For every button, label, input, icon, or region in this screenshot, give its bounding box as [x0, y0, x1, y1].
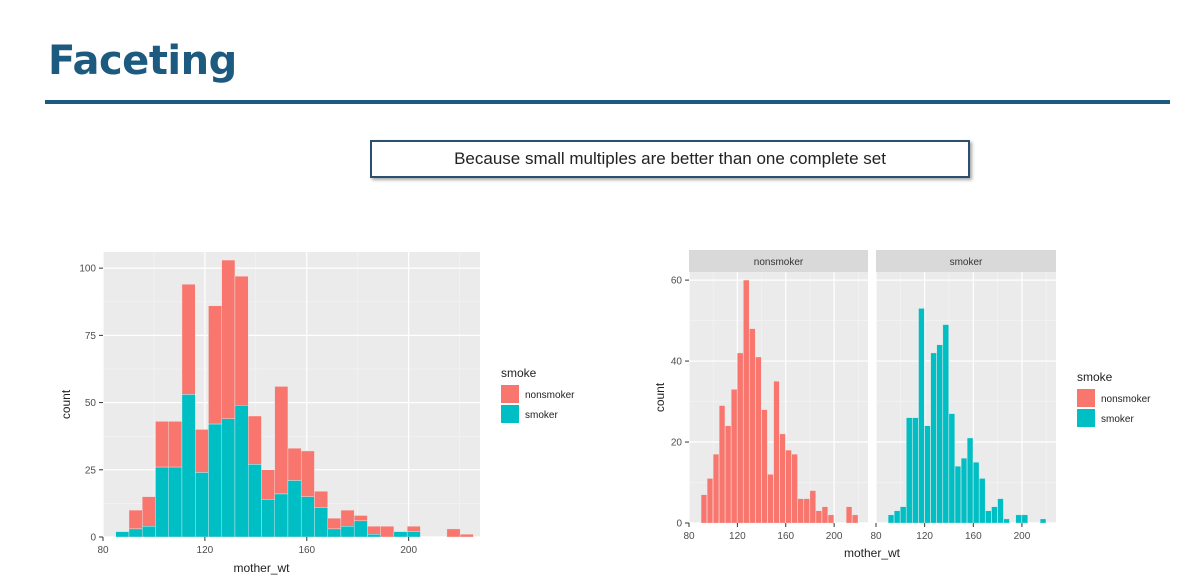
legend-label-nonsmoker: nonsmoker [1101, 394, 1151, 405]
y-axis-title: count [653, 382, 667, 412]
y-tick-label: 40 [671, 357, 683, 368]
bar-nonsmoker [731, 389, 738, 524]
y-tick-label: 0 [676, 519, 682, 530]
bar-smoker [1021, 514, 1028, 524]
bar-nonsmoker [767, 474, 774, 524]
bar-nonsmoker [743, 279, 750, 524]
legend-label-smoker: smoker [525, 410, 558, 421]
x-tick-label: 120 [729, 531, 746, 542]
legend-title: smoke [1077, 370, 1113, 384]
facet-strip-nonsmoker [689, 250, 868, 272]
x-tick-label: 200 [400, 545, 417, 556]
bar-smoker [888, 514, 895, 524]
y-tick-label: 50 [85, 398, 97, 409]
bar-nonsmoker [791, 454, 798, 524]
bar-nonsmoker [773, 381, 780, 524]
bar-nonsmoker [852, 514, 859, 524]
x-tick-label: 120 [197, 545, 214, 556]
slide-title: Faceting [48, 38, 237, 84]
bar-nonsmoker [737, 352, 744, 524]
bar-nonsmoker [706, 478, 713, 524]
x-tick-label: 80 [683, 531, 695, 542]
bar-nonsmoker [713, 454, 720, 524]
facet-strip-label: nonsmoker [754, 257, 804, 268]
legend-label-nonsmoker: nonsmoker [525, 390, 575, 401]
bar-smoker [918, 308, 925, 524]
x-tick-label: 160 [777, 531, 794, 542]
bar-nonsmoker [846, 506, 853, 524]
bar-smoker [1040, 518, 1047, 524]
callout-box: Because small multiples are better than … [370, 140, 970, 178]
bar-nonsmoker [779, 433, 786, 524]
bar-smoker [900, 506, 907, 524]
bar-smoker [942, 324, 949, 524]
bar-smoker [979, 478, 986, 524]
y-tick-label: 20 [671, 438, 683, 449]
x-axis-title: mother_wt [844, 546, 901, 560]
bar-nonsmoker [785, 449, 792, 524]
bar-smoker [912, 417, 919, 524]
x-tick-label: 160 [298, 545, 315, 556]
y-tick-label: 60 [671, 276, 683, 287]
legend-key-nonsmoker [1077, 389, 1095, 407]
bar-smoker [924, 425, 931, 524]
bar-smoker [948, 413, 955, 524]
bar-smoker [936, 344, 943, 524]
bar-smoker [1015, 514, 1022, 524]
bar-smoker [997, 498, 1004, 524]
x-tick-label: 80 [870, 531, 882, 542]
bar-smoker [930, 352, 937, 524]
x-tick-label: 120 [916, 531, 933, 542]
bar-nonsmoker [700, 494, 707, 524]
bar-smoker [985, 510, 992, 524]
bar-nonsmoker [719, 405, 726, 524]
bar-smoker [954, 466, 961, 524]
bar-nonsmoker [809, 490, 816, 524]
y-tick-label: 25 [85, 465, 97, 476]
legend-key-smoker [501, 405, 519, 423]
y-tick-label: 100 [79, 264, 96, 275]
bar-nonsmoker [815, 510, 822, 524]
facet-strip-smoker [876, 250, 1056, 272]
bar-smoker [973, 462, 980, 524]
bar-nonsmoker [749, 328, 756, 524]
bar-smoker [1003, 518, 1010, 524]
x-tick-label: 80 [97, 545, 109, 556]
bar-smoker [406, 531, 421, 538]
y-tick-label: 0 [90, 533, 96, 544]
x-tick-label: 200 [826, 531, 843, 542]
bar-nonsmoker [725, 425, 732, 524]
y-axis-title: count [59, 389, 73, 419]
bar-smoker [906, 417, 913, 524]
bar-nonsmoker [797, 498, 804, 524]
legend-key-smoker [1077, 409, 1095, 427]
bar-smoker [967, 437, 974, 524]
bar-smoker [991, 506, 998, 524]
title-divider [45, 100, 1170, 104]
bar-nonsmoker [459, 534, 474, 538]
bar-nonsmoker [761, 409, 768, 524]
bar-nonsmoker [755, 356, 762, 524]
x-tick-label: 160 [965, 531, 982, 542]
bar-smoker [960, 458, 968, 524]
bar-nonsmoker [827, 514, 834, 524]
legend-label-smoker: smoker [1101, 414, 1134, 425]
bar-nonsmoker [446, 528, 461, 538]
legend-key-nonsmoker [501, 385, 519, 403]
bar-nonsmoker [821, 506, 828, 524]
x-axis-title: mother_wt [233, 561, 290, 575]
bar-smoker [894, 510, 901, 524]
x-tick-label: 200 [1014, 531, 1031, 542]
legend-title: smoke [501, 366, 537, 380]
facet-strip-label: smoker [950, 257, 983, 268]
y-tick-label: 75 [85, 331, 97, 342]
bar-nonsmoker [803, 498, 810, 524]
